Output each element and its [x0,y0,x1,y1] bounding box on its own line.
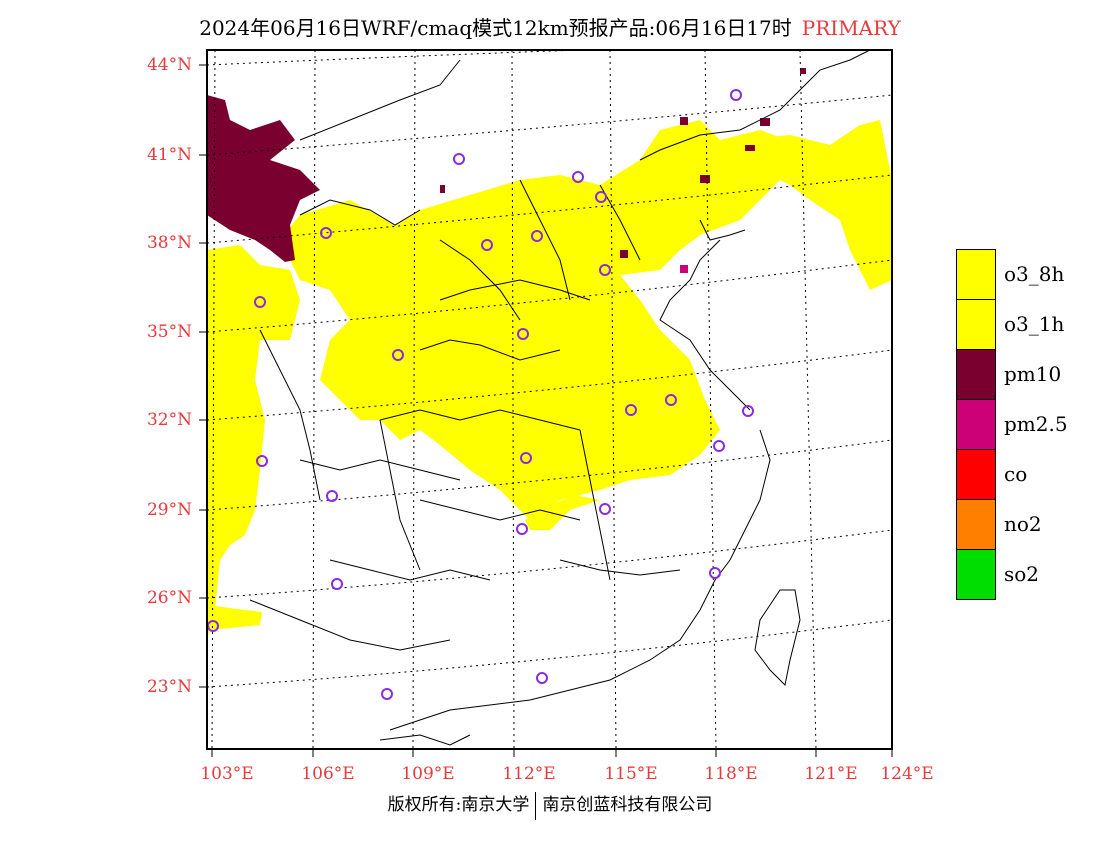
lon-label-106e: 106°E [301,764,355,784]
station-marker [453,153,465,165]
legend-swatch [956,549,996,600]
pm25-spot [680,265,688,273]
legend-swatch [956,299,996,350]
lat-label-26n: 26°N [146,588,192,608]
o3-region-north-east [740,120,892,290]
lat-label-32n: 32°N [146,410,192,430]
station-marker [381,688,393,700]
station-marker [742,405,754,417]
legend-label: so2 [1004,562,1040,586]
axis-ticks [199,64,893,757]
legend-item-pm10: pm10 [956,349,1068,400]
station-marker [625,404,637,416]
legend-label: pm10 [1004,362,1062,386]
lat-label-35n: 35°N [146,322,192,342]
title-status: PRIMARY [801,16,901,40]
pm10-spot [745,145,755,151]
station-marker [730,89,742,101]
pollutant-legend: o3_8h o3_1h pm10 pm2.5 co no2 so2 [956,249,1068,600]
o3-region-south-patch [525,495,600,530]
lat-label-38n: 38°N [146,233,192,253]
lon-label-118e: 118°E [704,764,758,784]
legend-item-o3-1h: o3_1h [956,299,1068,350]
station-marker [481,239,493,251]
legend-label: pm2.5 [1004,412,1068,436]
legend-label: o3_8h [1004,262,1065,286]
title-text: 2024年06月16日WRF/cmaq模式12km预报产品:06月16日17时 [199,16,792,40]
legend-swatch [956,449,996,500]
legend-item-no2: no2 [956,499,1068,550]
station-marker [599,264,611,276]
legend-label: o3_1h [1004,312,1065,336]
o3-region-north-central [280,120,810,520]
lon-label-124e: 124°E [880,764,934,784]
legend-item-pm25: pm2.5 [956,399,1068,450]
lon-label-103e: 103°E [200,764,254,784]
o3-region-west [207,245,300,640]
pm10-spot [760,118,770,126]
station-marker [326,490,338,502]
station-marker [520,452,532,464]
lon-label-115e: 115°E [604,764,658,784]
footer-separator [535,791,537,820]
lat-label-23n: 23°N [146,677,192,697]
pm10-spot [620,250,628,258]
legend-item-so2: so2 [956,549,1068,600]
station-marker [536,672,548,684]
legend-swatch [956,249,996,300]
legend-swatch [956,399,996,450]
lon-label-112e: 112°E [502,764,556,784]
o3-region-sw-strip [207,605,262,630]
legend-swatch [956,349,996,400]
map-frame [206,49,893,750]
boundaries [249,50,871,746]
legend-item-o3-8h: o3_8h [956,249,1068,300]
legend-swatch [956,499,996,550]
copyright-left: 版权所有:南京大学 [387,795,530,815]
lon-label-121e: 121°E [804,764,858,784]
station-marker [256,455,268,467]
station-marker [331,578,343,590]
lat-label-29n: 29°N [146,500,192,520]
legend-item-co: co [956,449,1068,500]
copyright-right: 南京创蓝科技有限公司 [542,795,713,815]
graticule [207,50,892,749]
station-marker [320,227,332,239]
station-marker [516,523,528,535]
map-title: 2024年06月16日WRF/cmaq模式12km预报产品:06月16日17时 P… [0,12,1100,41]
station-marker [713,440,725,452]
copyright-footer: 版权所有:南京大学 南京创蓝科技有限公司 [0,790,1100,820]
station-markers [207,89,754,700]
lat-label-41n: 41°N [146,145,192,165]
legend-label: co [1004,462,1028,486]
station-marker [599,503,611,515]
pm10-spot [700,175,710,183]
pm10-spot [440,185,445,193]
station-marker [595,191,607,203]
lat-label-44n: 44°N [146,55,192,75]
pm10-spot [680,117,688,125]
station-marker [709,567,721,579]
station-marker [665,394,677,406]
pm10-region-northwest [207,95,320,262]
station-marker [517,328,529,340]
station-marker [572,171,584,183]
station-marker [254,296,266,308]
station-marker [392,349,404,361]
lon-label-109e: 109°E [401,764,455,784]
pm10-spot [800,68,806,74]
legend-label: no2 [1004,512,1042,536]
station-marker [531,230,543,242]
